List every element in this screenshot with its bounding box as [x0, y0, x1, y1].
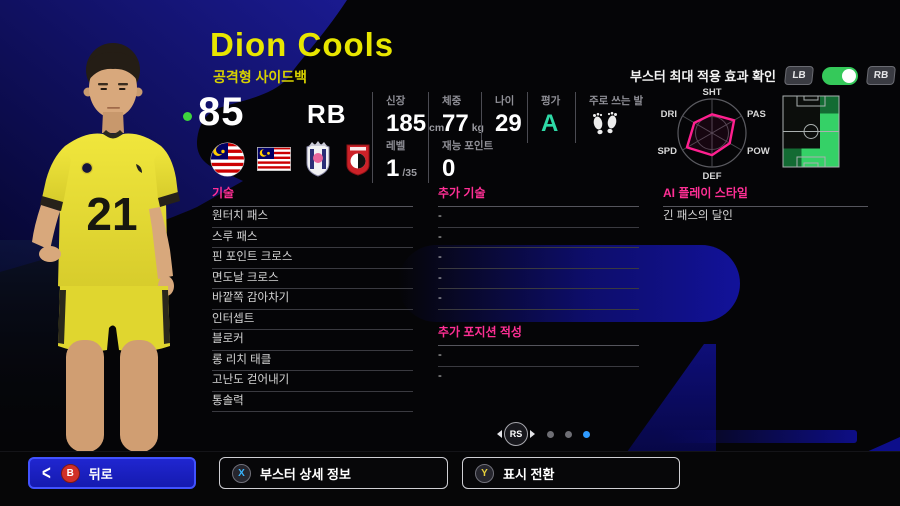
- skill-item: 스루 패스: [212, 228, 413, 248]
- malaysia-round-flag-icon: [210, 142, 245, 176]
- skills-header: 기술: [212, 184, 413, 207]
- page-dot[interactable]: [547, 430, 554, 438]
- extra-skill-item: -: [438, 207, 639, 228]
- toggle-view-button[interactable]: Y 표시 전환: [462, 457, 680, 489]
- rs-stick[interactable]: RS: [497, 422, 535, 446]
- player-portrait: 21: [32, 43, 180, 452]
- skill-item: 통솔력: [212, 392, 413, 412]
- extra-skills-header: 추가 기술: [438, 184, 639, 207]
- jersey-number: 21: [86, 188, 137, 240]
- skill-item: 핀 포인트 크로스: [212, 248, 413, 269]
- ai-style-header: AI 플레이 스타일: [663, 184, 868, 207]
- stats-row-1: 신장 185 cm 체중 77 kg 나이 29 평가 A 주로 쓰는 발: [372, 92, 667, 143]
- toggle-knob: [842, 68, 857, 83]
- rs-button-icon: RS: [504, 422, 528, 446]
- badge-row: [210, 140, 371, 178]
- extra-skill-item: -: [438, 228, 639, 248]
- jleague-club-crest-icon: [346, 144, 370, 176]
- stat-grade: 평가 A: [527, 92, 575, 143]
- page-indicator[interactable]: RS: [497, 422, 590, 446]
- stat-weight: 체중 77 kg: [428, 92, 484, 143]
- radar-label-def: DEF: [703, 171, 722, 182]
- back-button-label: 뒤로: [88, 466, 113, 482]
- player-role: 공격형 사이드백: [213, 69, 308, 85]
- radar-label-dri: DRI: [661, 109, 677, 120]
- extra-skills-column: 추가 기술 - - - - -: [438, 184, 639, 310]
- extra-skill-item: -: [438, 269, 639, 289]
- stat-radar-chart: SHT PAS POW DEF SPD DRI: [657, 87, 770, 182]
- booster-label: 부스터 최대 적용 효과 확인: [630, 69, 777, 84]
- stats-row-2: 레벨 1/35 재능 포인트 0: [372, 137, 520, 183]
- stat-age: 나이 29: [481, 92, 527, 143]
- radar-label-spd: SPD: [657, 146, 677, 157]
- page-dots: [547, 430, 590, 438]
- extra-position-item: -: [438, 369, 442, 382]
- skills-column: 기술 원터치 패스 스루 패스 핀 포인트 크로스 면도날 크로스 바깥쪽 감아…: [212, 184, 413, 412]
- back-chevron-icon: <: [42, 461, 51, 485]
- extra-positions-column: 추가 포지션 적성 - -: [438, 323, 639, 386]
- skill-item: 롱 리치 태클: [212, 351, 413, 371]
- foot-icon: [593, 111, 617, 135]
- stat-talent-points: 재능 포인트 0: [428, 137, 520, 183]
- radar-label-pas: PAS: [747, 109, 766, 120]
- player-position: RB: [307, 99, 347, 129]
- skill-item: 원터치 패스: [212, 207, 413, 228]
- rb-button[interactable]: RB: [866, 66, 897, 85]
- skill-item: 블로커: [212, 330, 413, 351]
- page-dot[interactable]: [565, 430, 572, 438]
- bottom-bar: < B 뒤로 X 부스터 상세 정보 Y 표시 전환: [0, 451, 900, 506]
- ai-style-column: AI 플레이 스타일 긴 패스의 달인: [663, 184, 868, 227]
- position-pitch-map: [782, 95, 840, 168]
- radar-label-pow: POW: [747, 146, 770, 157]
- booster-row: 부스터 최대 적용 효과 확인 LB RB: [630, 66, 897, 85]
- skill-item: 고난도 걷어내기: [212, 371, 413, 392]
- gamepad-x-icon: X: [232, 463, 251, 483]
- rs-right-arrow-icon: [530, 430, 535, 438]
- rs-left-arrow-icon: [497, 430, 502, 438]
- extra-positions-header: 추가 포지션 적성: [438, 323, 639, 346]
- player-name: Dion Cools: [210, 26, 395, 63]
- toggle-view-label: 표시 전환: [503, 466, 555, 482]
- lb-button[interactable]: LB: [784, 66, 815, 85]
- stat-foot: 주로 쓰는 발: [575, 92, 667, 143]
- booster-detail-label: 부스터 상세 정보: [260, 466, 351, 482]
- radar-polygon: [685, 113, 736, 157]
- extra-skill-item: -: [438, 289, 639, 310]
- malaysia-flag-icon: [257, 147, 291, 171]
- condition-dot: [183, 112, 192, 121]
- skill-item: 인터셉트: [212, 310, 413, 330]
- gamepad-y-icon: Y: [475, 463, 494, 483]
- overall-rating: 85: [198, 90, 245, 134]
- skill-item: 면도날 크로스: [212, 269, 413, 289]
- cerezo-osaka-crest-icon: [306, 141, 330, 177]
- booster-detail-button[interactable]: X 부스터 상세 정보: [219, 457, 448, 489]
- stat-height: 신장 185 cm: [372, 92, 444, 143]
- gamepad-b-icon: B: [60, 463, 80, 483]
- extra-position-item: -: [438, 346, 639, 367]
- stat-level: 레벨 1/35: [372, 137, 428, 183]
- booster-toggle[interactable]: [822, 66, 859, 85]
- back-button[interactable]: < B 뒤로: [28, 457, 196, 489]
- skill-item: 바깥쪽 감아차기: [212, 289, 413, 310]
- ai-style-item: 긴 패스의 달인: [663, 210, 733, 222]
- page-dot-active[interactable]: [583, 430, 590, 438]
- radar-label-sht: SHT: [703, 87, 722, 98]
- extra-skill-item: -: [438, 248, 639, 269]
